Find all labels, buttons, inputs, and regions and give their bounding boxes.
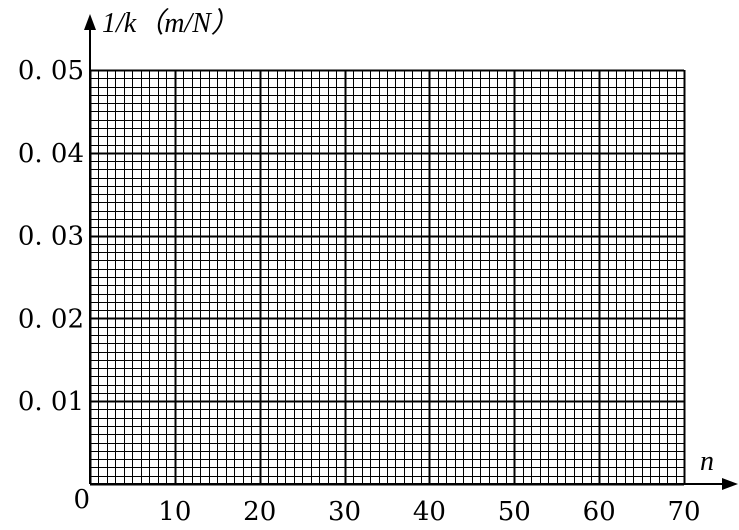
x-tick-label: 70 <box>667 497 700 527</box>
x-axis-title: n <box>700 446 714 477</box>
y-tick-label: 0. 04 <box>18 139 84 169</box>
y-axis-arrow-icon <box>84 14 96 30</box>
x-tick-label: 10 <box>158 497 191 527</box>
x-tick-label: 20 <box>243 497 276 527</box>
x-tick-label: 50 <box>498 497 531 527</box>
y-tick-label: 0. 02 <box>18 304 84 334</box>
y-axis-title: 1/k（m/N） <box>102 8 239 39</box>
axes <box>84 14 738 490</box>
tick-labels: 0 10 20 30 40 50 60 70 0. 01 0. 02 0. 03 0. 04 0. 05 <box>18 56 701 527</box>
y-tick-label: 0. 05 <box>18 56 84 86</box>
x-tick-label: 0 <box>73 485 90 515</box>
y-tick-label: 0. 03 <box>18 222 84 252</box>
x-axis-arrow-icon <box>722 478 738 490</box>
grid <box>89 69 686 486</box>
x-tick-label: 40 <box>413 497 446 527</box>
x-tick-label: 60 <box>583 497 616 527</box>
y-tick-label: 0. 01 <box>18 387 84 417</box>
x-tick-label: 30 <box>328 497 361 527</box>
